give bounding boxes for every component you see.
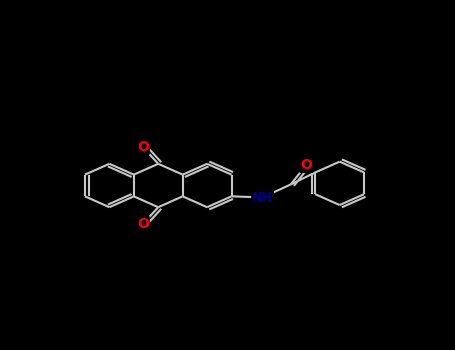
Text: O: O bbox=[300, 158, 312, 172]
Text: NH: NH bbox=[252, 191, 273, 204]
Text: O: O bbox=[137, 140, 149, 154]
Text: O: O bbox=[137, 217, 149, 231]
